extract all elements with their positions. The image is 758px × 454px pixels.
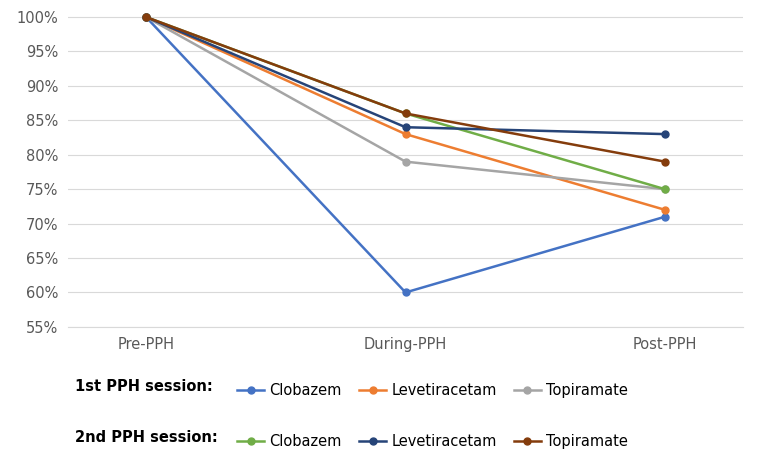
Text: 2nd PPH session:: 2nd PPH session: — [75, 430, 218, 445]
Text: 1st PPH session:: 1st PPH session: — [75, 379, 213, 394]
Legend: Clobazem, Levetiracetam, Topiramate: Clobazem, Levetiracetam, Topiramate — [237, 434, 628, 449]
